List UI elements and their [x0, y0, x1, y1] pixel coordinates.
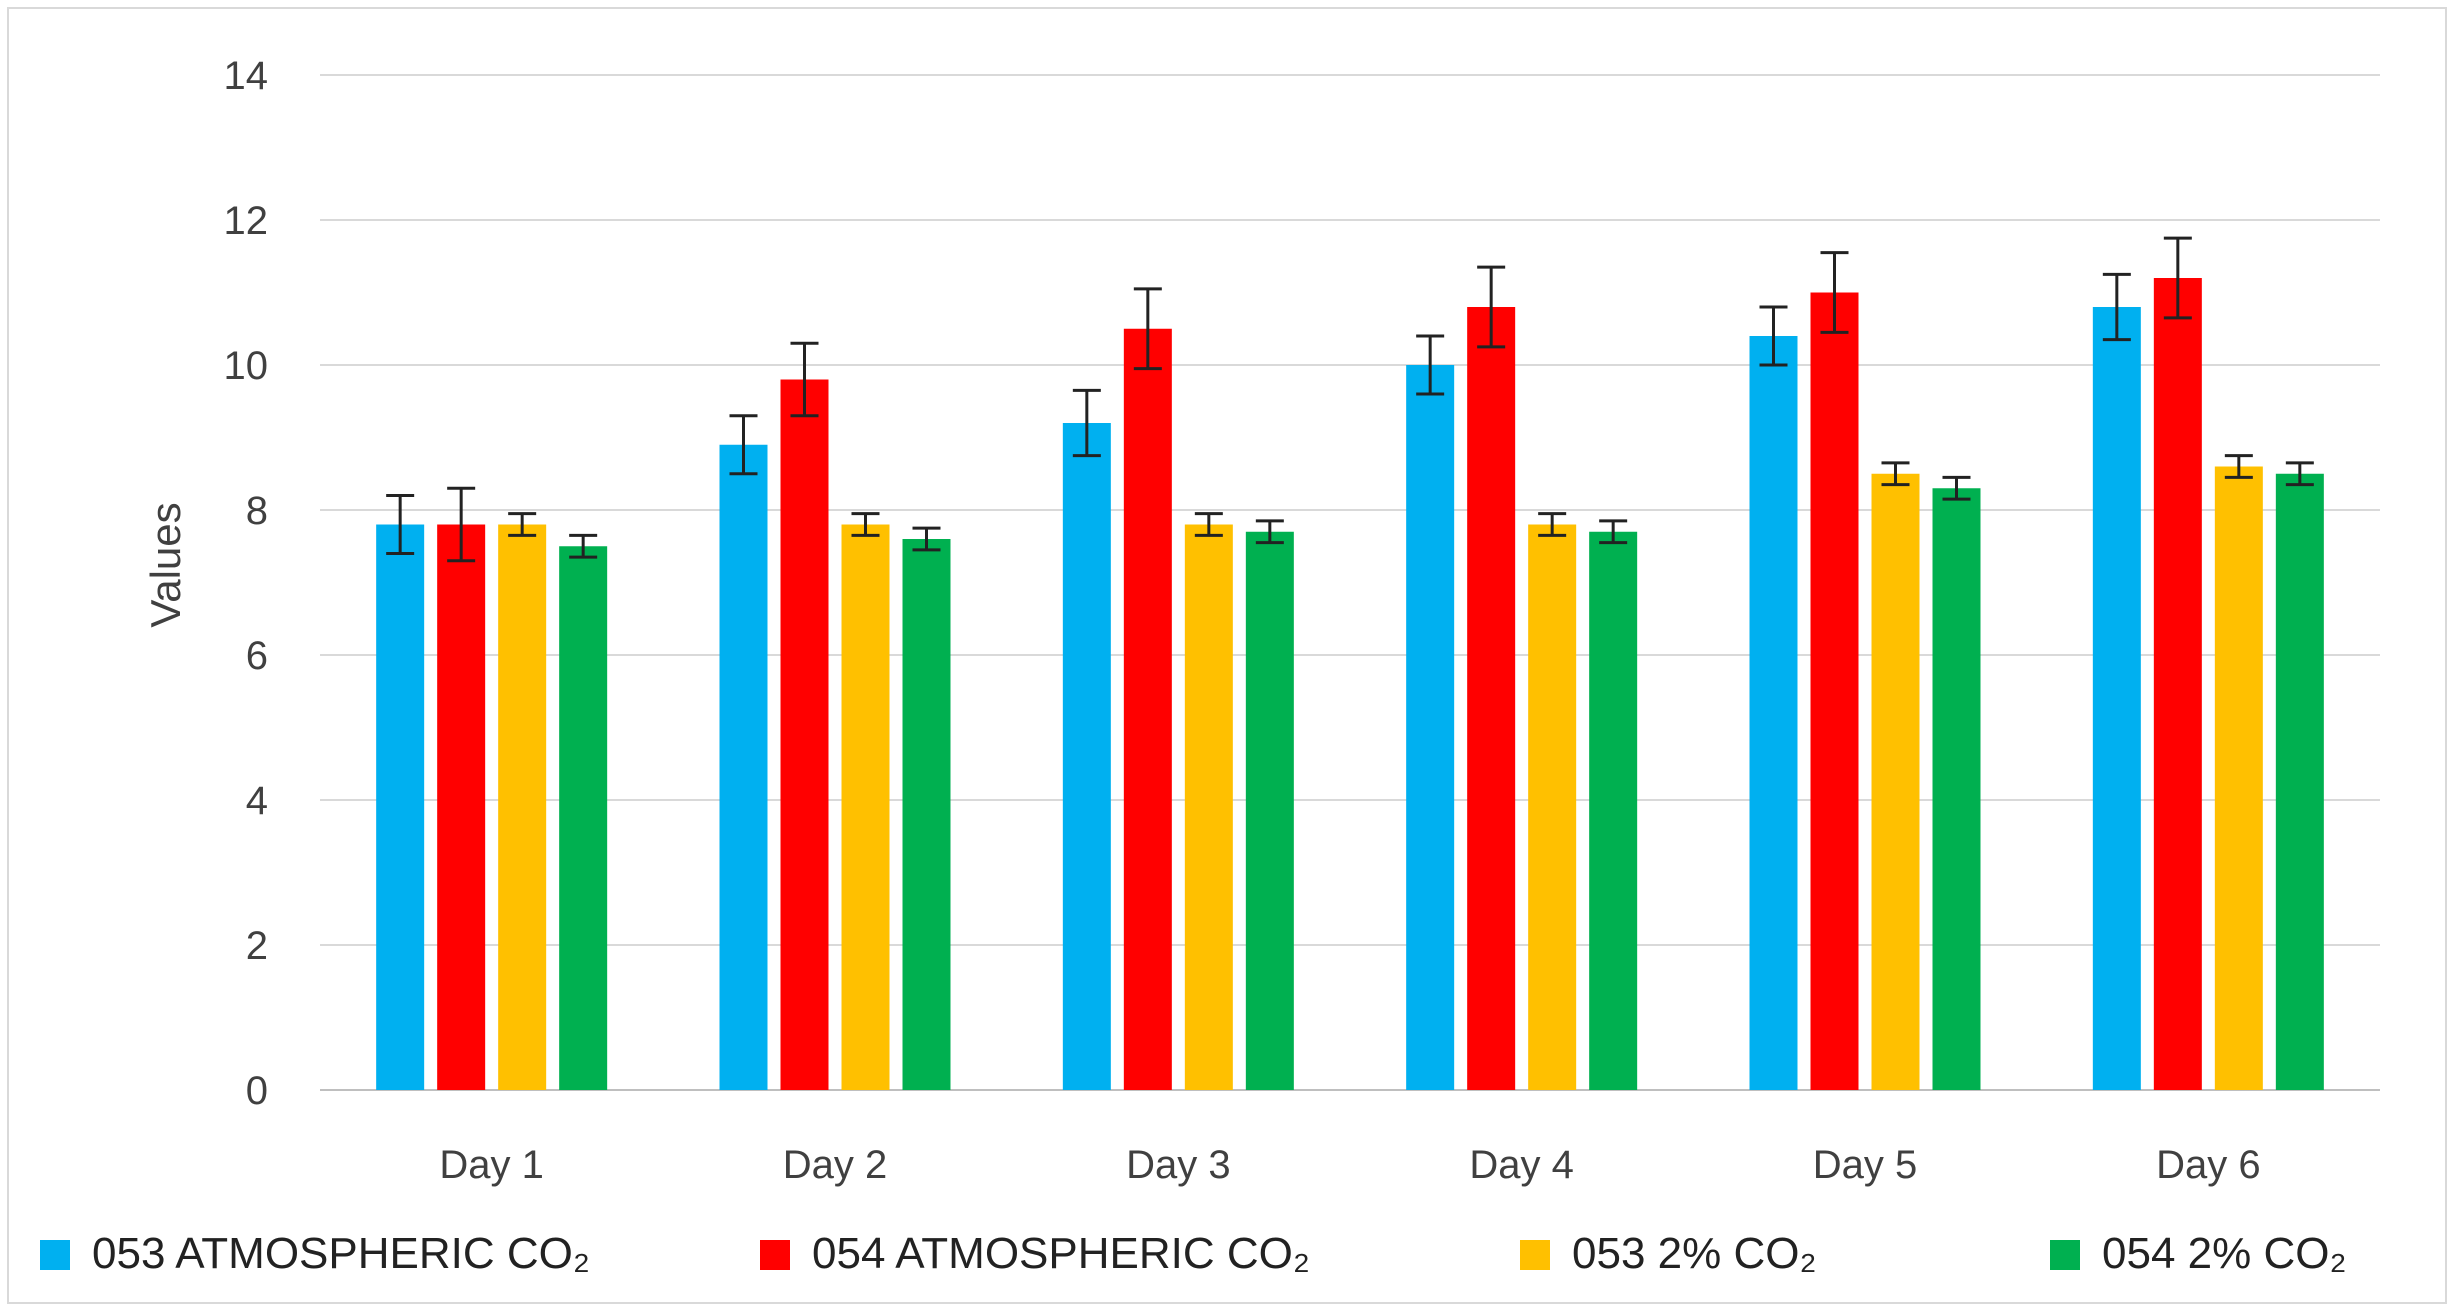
error-bar [1820, 251, 1849, 334]
legend-swatch [2050, 1240, 2080, 1270]
bar-1-day-1 [376, 524, 425, 1090]
bar-4-day-1 [559, 546, 608, 1090]
error-bars [386, 236, 2314, 563]
y-tick-label: 12 [224, 199, 269, 243]
bar-3-day-3 [1184, 524, 1233, 1090]
bar-2-day-5 [1810, 292, 1859, 1090]
legend-label: 054 2% CO₂ [2102, 1229, 2347, 1278]
x-tick-label: Day 3 [1126, 1143, 1231, 1187]
legend-label: 053 ATMOSPHERIC CO₂ [92, 1229, 590, 1278]
bar-2-day-3 [1123, 328, 1172, 1090]
bar-3-day-2 [841, 524, 890, 1090]
y-axis-ticks: 0 2 4 6 8 10 12 14 [224, 54, 269, 1113]
bar-3-day-6 [2214, 466, 2263, 1090]
error-bar [569, 533, 598, 559]
error-bar [1881, 461, 1910, 487]
legend-item: 053 2% CO₂ [1520, 1229, 1817, 1278]
y-tick-label: 0 [246, 1069, 268, 1113]
y-tick-label: 8 [246, 489, 268, 533]
bar-3-day-4 [1528, 524, 1577, 1090]
error-bar [447, 486, 476, 563]
bar-2-day-4 [1467, 307, 1516, 1090]
error-bar [1759, 305, 1788, 367]
error-bar [386, 494, 415, 555]
error-bar [1942, 475, 1971, 501]
bar-1-day-6 [2092, 307, 2141, 1090]
error-bar [851, 512, 880, 537]
error-bar [912, 526, 941, 552]
bar-1-day-3 [1062, 423, 1111, 1090]
y-axis-title: Values [142, 502, 189, 627]
legend-label: 053 2% CO₂ [1572, 1229, 1817, 1278]
bar-1-day-2 [719, 444, 768, 1090]
error-bar [1538, 512, 1567, 537]
legend-item: 054 ATMOSPHERIC CO₂ [760, 1229, 1310, 1278]
error-bar [1477, 265, 1506, 349]
bar-3-day-5 [1871, 473, 1920, 1090]
y-tick-label: 4 [246, 779, 268, 823]
error-bar [1416, 334, 1445, 396]
legend-item: 053 ATMOSPHERIC CO₂ [40, 1229, 590, 1278]
y-tick-label: 10 [224, 344, 269, 388]
error-bar [2163, 236, 2192, 320]
gridlines [320, 74, 2380, 1091]
error-bar [508, 512, 537, 537]
error-bar [2224, 454, 2253, 479]
bar-4-day-5 [1932, 488, 1981, 1090]
x-axis-ticks: Day 1 Day 2 Day 3 Day 4 Day 5 Day 6 [439, 1143, 2260, 1187]
legend-swatch [1520, 1240, 1550, 1270]
error-bar [1133, 287, 1162, 371]
bar-2-day-6 [2153, 278, 2202, 1090]
legend: 053 ATMOSPHERIC CO₂ 054 ATMOSPHERIC CO₂ 05… [40, 1229, 2347, 1278]
bar-4-day-4 [1589, 531, 1638, 1090]
legend-swatch [760, 1240, 790, 1270]
bar-4-day-3 [1245, 531, 1294, 1090]
error-bar [729, 414, 758, 476]
error-bar [2285, 461, 2314, 487]
bar-1-day-4 [1406, 365, 1455, 1090]
error-bar [2102, 272, 2131, 342]
x-tick-label: Day 1 [439, 1143, 544, 1187]
bar-2-day-2 [780, 379, 829, 1090]
error-bar [1072, 388, 1101, 458]
legend-swatch [40, 1240, 70, 1270]
error-bar [1194, 512, 1223, 537]
legend-label: 054 ATMOSPHERIC CO₂ [812, 1229, 1310, 1278]
x-tick-label: Day 5 [1813, 1143, 1918, 1187]
x-tick-label: Day 6 [2156, 1143, 2261, 1187]
y-tick-label: 6 [246, 634, 268, 678]
error-bar [790, 341, 819, 418]
y-tick-label: 14 [224, 54, 269, 98]
x-tick-label: Day 4 [1469, 1143, 1574, 1187]
bar-1-day-5 [1749, 336, 1798, 1090]
bars [376, 278, 2324, 1090]
bar-4-day-2 [902, 539, 951, 1090]
bar-4-day-6 [2275, 473, 2324, 1090]
error-bar [1255, 519, 1284, 545]
y-tick-label: 2 [246, 924, 268, 968]
error-bar [1599, 519, 1628, 545]
x-tick-label: Day 2 [783, 1143, 888, 1187]
bar-2-day-1 [437, 524, 486, 1090]
legend-item: 054 2% CO₂ [2050, 1229, 2347, 1278]
bar-3-day-1 [498, 524, 547, 1090]
